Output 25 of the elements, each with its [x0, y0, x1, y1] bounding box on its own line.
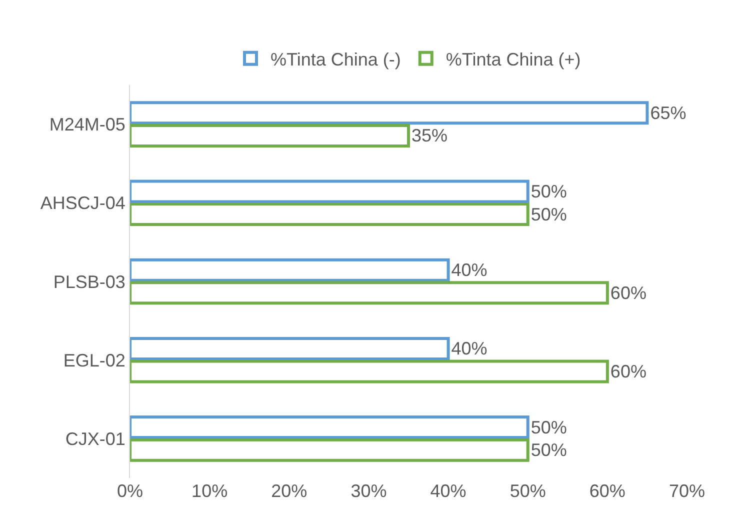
data-label: 65% [650, 102, 686, 123]
data-label: 50% [530, 417, 567, 438]
x-tick-label: 10% [192, 481, 228, 501]
y-tick-label: AHSCJ-04 [40, 193, 126, 214]
x-tick-label: 20% [271, 481, 308, 501]
y-tick-label: EGL-02 [63, 350, 126, 370]
y-tick-label: CJX-01 [65, 429, 126, 449]
x-tick-label: 60% [589, 481, 626, 501]
data-label: 40% [451, 260, 488, 280]
y-tick-label: M24M-05 [49, 114, 126, 135]
data-label: 60% [610, 282, 646, 303]
x-tick-label: 50% [510, 481, 546, 501]
x-tick-label: 30% [350, 481, 387, 501]
data-label: 40% [451, 338, 488, 359]
x-tick-label: 40% [430, 481, 466, 501]
data-label: 50% [530, 440, 567, 460]
legend-label: %Tinta China (-) [270, 49, 401, 70]
data-label: 60% [610, 361, 646, 382]
y-tick-label: PLSB-03 [53, 272, 126, 292]
data-label: 50% [530, 204, 567, 224]
data-label: 35% [412, 126, 448, 146]
legend-label: %Tinta China (+) [446, 49, 581, 70]
x-tick-label: 0% [116, 481, 144, 501]
data-label: 50% [530, 182, 567, 202]
x-tick-label: 70% [668, 481, 706, 501]
